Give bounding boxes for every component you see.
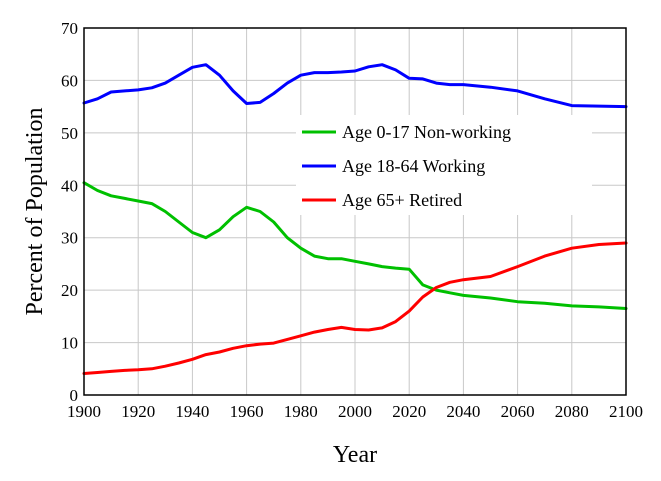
- plot-frame: [83, 27, 627, 396]
- y-tick-label-70: 70: [61, 19, 78, 38]
- legend-label-65-plus: Age 65+ Retired: [342, 190, 462, 210]
- x-tick-label-1980: 1980: [284, 402, 318, 421]
- x-tick-label-2060: 2060: [501, 402, 535, 421]
- y-axis-title: Percent of Population: [22, 108, 48, 316]
- x-tick-label-2000: 2000: [338, 402, 372, 421]
- x-tick-label-1960: 1960: [230, 402, 264, 421]
- y-tick-label-20: 20: [61, 281, 78, 300]
- y-tick-label-50: 50: [61, 124, 78, 143]
- x-tick-label-2040: 2040: [446, 402, 480, 421]
- y-tick-label-30: 30: [61, 229, 78, 248]
- series-line-1: [82, 63, 628, 109]
- legend-label-18-64: Age 18-64 Working: [342, 156, 485, 176]
- x-tick-label-2080: 2080: [555, 402, 589, 421]
- y-tick-label-60: 60: [61, 71, 78, 90]
- x-axis-title: Year: [333, 442, 377, 468]
- y-tick-label-40: 40: [61, 176, 78, 195]
- x-tick-label-2100: 2100: [609, 402, 643, 421]
- x-tick-label-1940: 1940: [175, 402, 209, 421]
- legend: Age 0-17 Non-working Age 18-64 Working A…: [296, 115, 592, 215]
- y-tick-labels: 0 10 20 30 40 50 60 70: [61, 19, 78, 405]
- x-tick-label-1920: 1920: [121, 402, 155, 421]
- series-lines: [82, 63, 628, 375]
- x-tick-label-2020: 2020: [392, 402, 426, 421]
- y-tick-label-0: 0: [70, 386, 79, 405]
- series-line-2: [82, 241, 628, 375]
- legend-background: [296, 115, 592, 215]
- x-tick-label-1900: 1900: [67, 402, 101, 421]
- legend-label-0-17: Age 0-17 Non-working: [342, 122, 511, 142]
- x-tick-labels: 1900 1920 1940 1960 1980 2000 2020 2040 2060 2080…: [67, 402, 643, 421]
- y-tick-label-10: 10: [61, 334, 78, 353]
- series-line-0: [82, 181, 628, 310]
